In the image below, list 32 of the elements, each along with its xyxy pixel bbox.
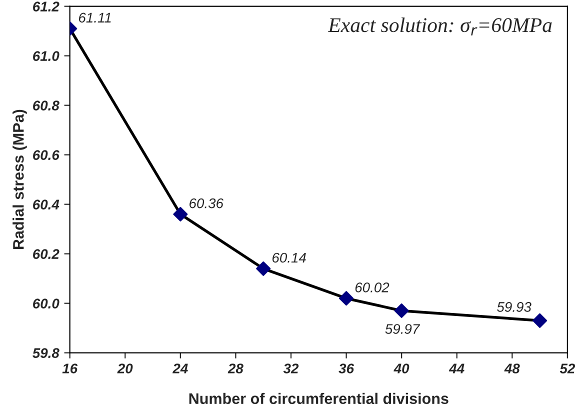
y-tick-label: 60.4 — [33, 200, 60, 210]
x-tick-label: 36 — [338, 364, 354, 374]
x-tick-label: 48 — [504, 364, 520, 374]
data-label: 60.14 — [272, 252, 306, 263]
y-tick-label: 59.8 — [32, 348, 60, 358]
y-tick-label: 60.8 — [33, 100, 60, 110]
x-tick-label: 24 — [172, 364, 188, 374]
y-axis-title: Radial stress (MPa) — [12, 110, 27, 249]
x-axis-title: Number of circumferential divisions — [189, 392, 448, 404]
data-label: 59.93 — [497, 302, 532, 312]
data-label: 60.36 — [190, 198, 224, 208]
x-tick-label: 16 — [62, 364, 78, 374]
y-tick-label: 60.0 — [33, 298, 60, 308]
point — [256, 261, 271, 276]
y-tick-label: 61.2 — [33, 2, 60, 12]
point — [339, 291, 354, 306]
data-label: 61.11 — [78, 12, 111, 23]
point — [532, 313, 548, 328]
x-tick-label: 52 — [560, 364, 576, 374]
x-tick-label: 28 — [228, 364, 244, 374]
point — [173, 206, 188, 222]
data-label: 60.02 — [355, 282, 390, 292]
x-tick-label: 32 — [283, 364, 299, 374]
x-tick-label: 40 — [394, 364, 410, 374]
y-tick-label: 60.6 — [33, 150, 60, 160]
x-tick-label: 20 — [117, 364, 133, 374]
annotation: Exact solution: σ$_{r}$=60MPa — [328, 18, 552, 36]
point — [394, 303, 409, 318]
data-label: 59.97 — [385, 324, 420, 334]
y-tick-label: 60.2 — [33, 249, 60, 259]
x-tick-label: 44 — [448, 364, 464, 374]
y-tick-label: 61.0 — [33, 51, 60, 61]
